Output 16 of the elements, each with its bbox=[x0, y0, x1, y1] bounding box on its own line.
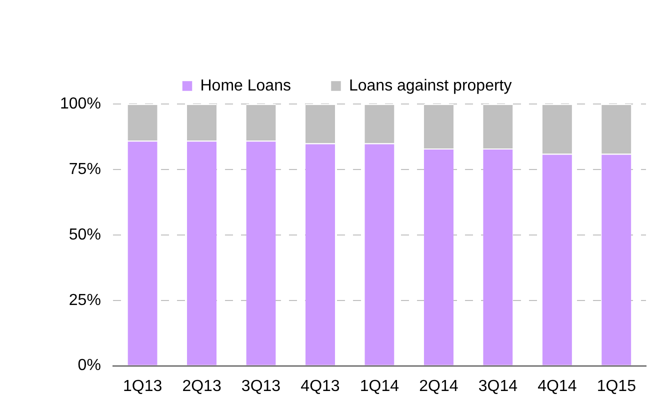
y-tick-label: 50% bbox=[68, 226, 101, 244]
x-tick-label: 4Q13 bbox=[300, 378, 340, 395]
x-tick-label: 3Q13 bbox=[241, 378, 281, 395]
legend-label: Home Loans bbox=[200, 77, 291, 94]
x-tick-label: 4Q14 bbox=[538, 378, 577, 395]
x-tick-label: 2Q13 bbox=[182, 378, 222, 395]
y-tick-label: 0% bbox=[78, 357, 101, 374]
x-tick-label: 1Q15 bbox=[596, 378, 636, 395]
y-tick-label: 25% bbox=[68, 292, 101, 309]
y-tick-label: 75% bbox=[68, 160, 101, 178]
x-tick-label: 1Q13 bbox=[122, 378, 162, 395]
x-tick-label: 3Q14 bbox=[478, 378, 518, 395]
legend-label: Loans against property bbox=[348, 77, 512, 94]
x-tick-label: 2Q14 bbox=[419, 378, 458, 395]
x-tick-label: 1Q14 bbox=[360, 378, 400, 395]
y-tick-label: 100% bbox=[60, 95, 101, 112]
